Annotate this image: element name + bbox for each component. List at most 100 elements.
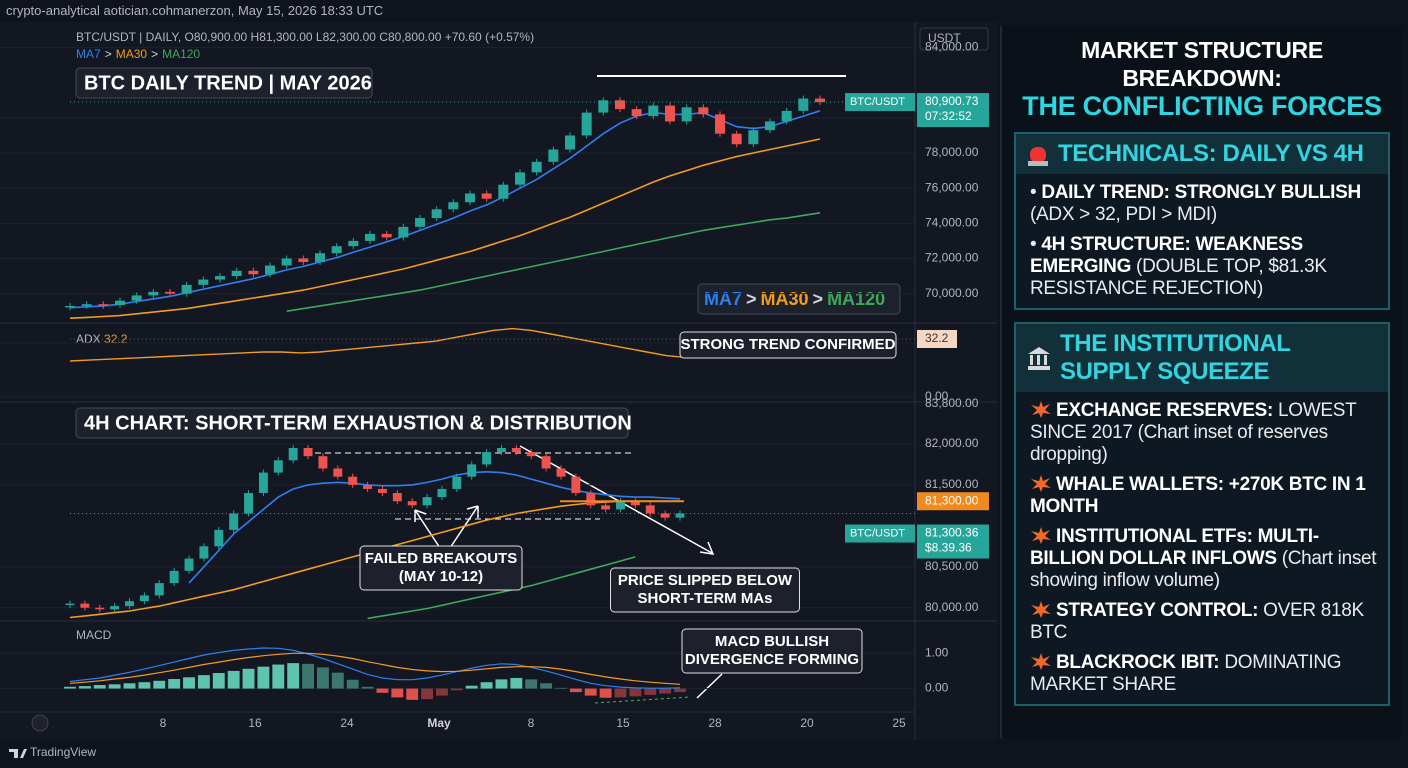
- item-text: OVER 818K BTC: [1030, 600, 1364, 643]
- callout-box: [681, 628, 863, 674]
- x-tick-label: 24: [340, 716, 354, 730]
- y-tick-label: 80,000.00: [925, 600, 979, 614]
- heading-line: SUPPLY SQUEEZE: [1060, 358, 1270, 385]
- price-tag-name-text: BTC/USDT: [850, 96, 905, 108]
- candle-body: [348, 476, 358, 485]
- overlap-label: 83,800.00: [925, 396, 979, 410]
- x-tick-label: 16: [248, 716, 262, 730]
- bullet: •: [1030, 182, 1042, 203]
- histogram-bar: [64, 686, 76, 689]
- candle-body: [548, 149, 559, 162]
- candle-body: [110, 606, 120, 610]
- legend: MA7 > MA30 > MA120: [76, 47, 200, 61]
- y-tick-label: 81,500.00: [925, 477, 979, 491]
- candle-body: [526, 452, 536, 457]
- candle-body: [452, 476, 462, 489]
- candle-body: [303, 448, 313, 457]
- candle-body: [481, 193, 492, 199]
- callout-text: SHORT-TERM MAs: [638, 590, 773, 607]
- candle-body: [437, 488, 447, 498]
- candle-body: [681, 107, 692, 122]
- burst-icon: [1031, 601, 1051, 618]
- footer-text: TradingView: [30, 745, 97, 759]
- histogram-bar: [123, 683, 136, 689]
- histogram-bar: [138, 682, 151, 689]
- candle-body: [215, 276, 225, 280]
- item-text: (Chart inset showing inflow volume): [1030, 548, 1377, 591]
- legend-separator: >: [105, 47, 112, 61]
- histogram-bar: [465, 685, 478, 689]
- burst-icon: [1031, 401, 1051, 418]
- item-text: (DOUBLE TOP, $81.3K RESISTANCE REJECTION…: [1030, 256, 1327, 299]
- arrow-head: [699, 541, 715, 555]
- callout-text: MACD BULLISH: [715, 633, 829, 650]
- candle-body: [731, 133, 742, 145]
- level-tag: [917, 492, 989, 511]
- x-tick-label: 8: [160, 716, 167, 730]
- item-bold: DAILY TREND: STRONGLY BULLISH: [1041, 182, 1361, 203]
- x-tick-label: 8: [528, 716, 535, 730]
- item: • DAILY TREND: STRONGLY BULLISH (ADX > 3…: [1016, 174, 1388, 226]
- histogram-bar: [331, 672, 344, 689]
- ma-line: [69, 138, 821, 319]
- candle-body: [415, 218, 425, 227]
- daily-title: BTC DAILY TREND | MAY 2026: [84, 72, 372, 94]
- divergence-line: [594, 696, 691, 704]
- section: THE INSTITUTIONAL SUPPLY SQUEEZE EXCHANGE …: [1014, 322, 1390, 706]
- callout-text: PRICE SLIPPED BELOW: [618, 572, 793, 589]
- candle-body: [665, 105, 675, 122]
- histogram-bar: [168, 679, 181, 689]
- candle-body: [199, 546, 209, 559]
- auto-button[interactable]: [31, 714, 49, 732]
- panel-title: MARKET STRUCTURE BREAKDOWN: THE CONFLICT…: [1002, 36, 1402, 120]
- candle-body: [675, 513, 685, 518]
- item-bold: WHALE WALLETS: +270K BTC IN 1 MONTH: [1030, 474, 1366, 517]
- histogram-bar: [346, 679, 359, 689]
- adx-name: ADX 32.2: [76, 332, 128, 346]
- unit-box: [919, 27, 989, 51]
- callout-box: [610, 567, 800, 613]
- candle-body: [231, 270, 242, 277]
- adx-tag: [917, 329, 957, 348]
- item: BLACKROCK IBIT: DOMINATING MARKET SHARE: [1016, 644, 1388, 696]
- item-bold: BLACKROCK IBIT:: [1056, 652, 1220, 673]
- macd-name: MACD: [76, 628, 112, 642]
- histogram-bar: [78, 686, 91, 689]
- candle-body: [531, 161, 542, 173]
- histogram-bar: [495, 679, 508, 689]
- candle-body: [398, 226, 409, 238]
- legend-entry: MA120: [162, 47, 200, 61]
- candle-body: [115, 300, 125, 306]
- histogram-bar: [510, 677, 523, 689]
- candle-body: [181, 284, 192, 294]
- legend-entry: MA7: [704, 289, 742, 309]
- candle-body: [798, 98, 809, 111]
- price-tag: [917, 93, 989, 128]
- y-tick-label: 78,000.00: [925, 145, 979, 159]
- candle-body: [465, 193, 475, 203]
- y-tick-label: 84,000.00: [925, 40, 979, 54]
- candle-body: [318, 456, 328, 469]
- candle-body: [258, 472, 268, 494]
- item-bold: 4H STRUCTURE: WEAKNESS EMERGING: [1030, 234, 1303, 277]
- x-tick-label: May: [427, 716, 451, 730]
- histogram-bar: [391, 688, 404, 698]
- macd-line: [69, 652, 681, 685]
- candle-body: [125, 601, 134, 607]
- item-text: (ADX > 32, PDI > MDI): [1030, 204, 1217, 225]
- x-tick-label: 20: [800, 716, 814, 730]
- topbar-text: crypto-analytical aotician.cohmanerzon, …: [6, 3, 384, 18]
- chart: BTC/USDT | DAILY, O80,900.00 H81,300.00 …: [0, 22, 998, 740]
- histogram-bar: [302, 663, 314, 689]
- candle-body: [482, 452, 492, 465]
- candle-body: [98, 304, 109, 306]
- candle-body: [248, 270, 259, 275]
- x-tick-label: 25: [892, 716, 906, 730]
- panel-title-line: MARKET STRUCTURE BREAKDOWN:: [1081, 37, 1323, 91]
- histogram-bar: [659, 688, 672, 694]
- candle-body: [154, 583, 164, 596]
- y-tick-label: 0.00: [925, 389, 949, 403]
- right-panel: MARKET STRUCTURE BREAKDOWN: THE CONFLICT…: [1000, 26, 1402, 738]
- ma-line: [188, 470, 681, 584]
- y-tick-label: 74,000.00: [925, 216, 979, 230]
